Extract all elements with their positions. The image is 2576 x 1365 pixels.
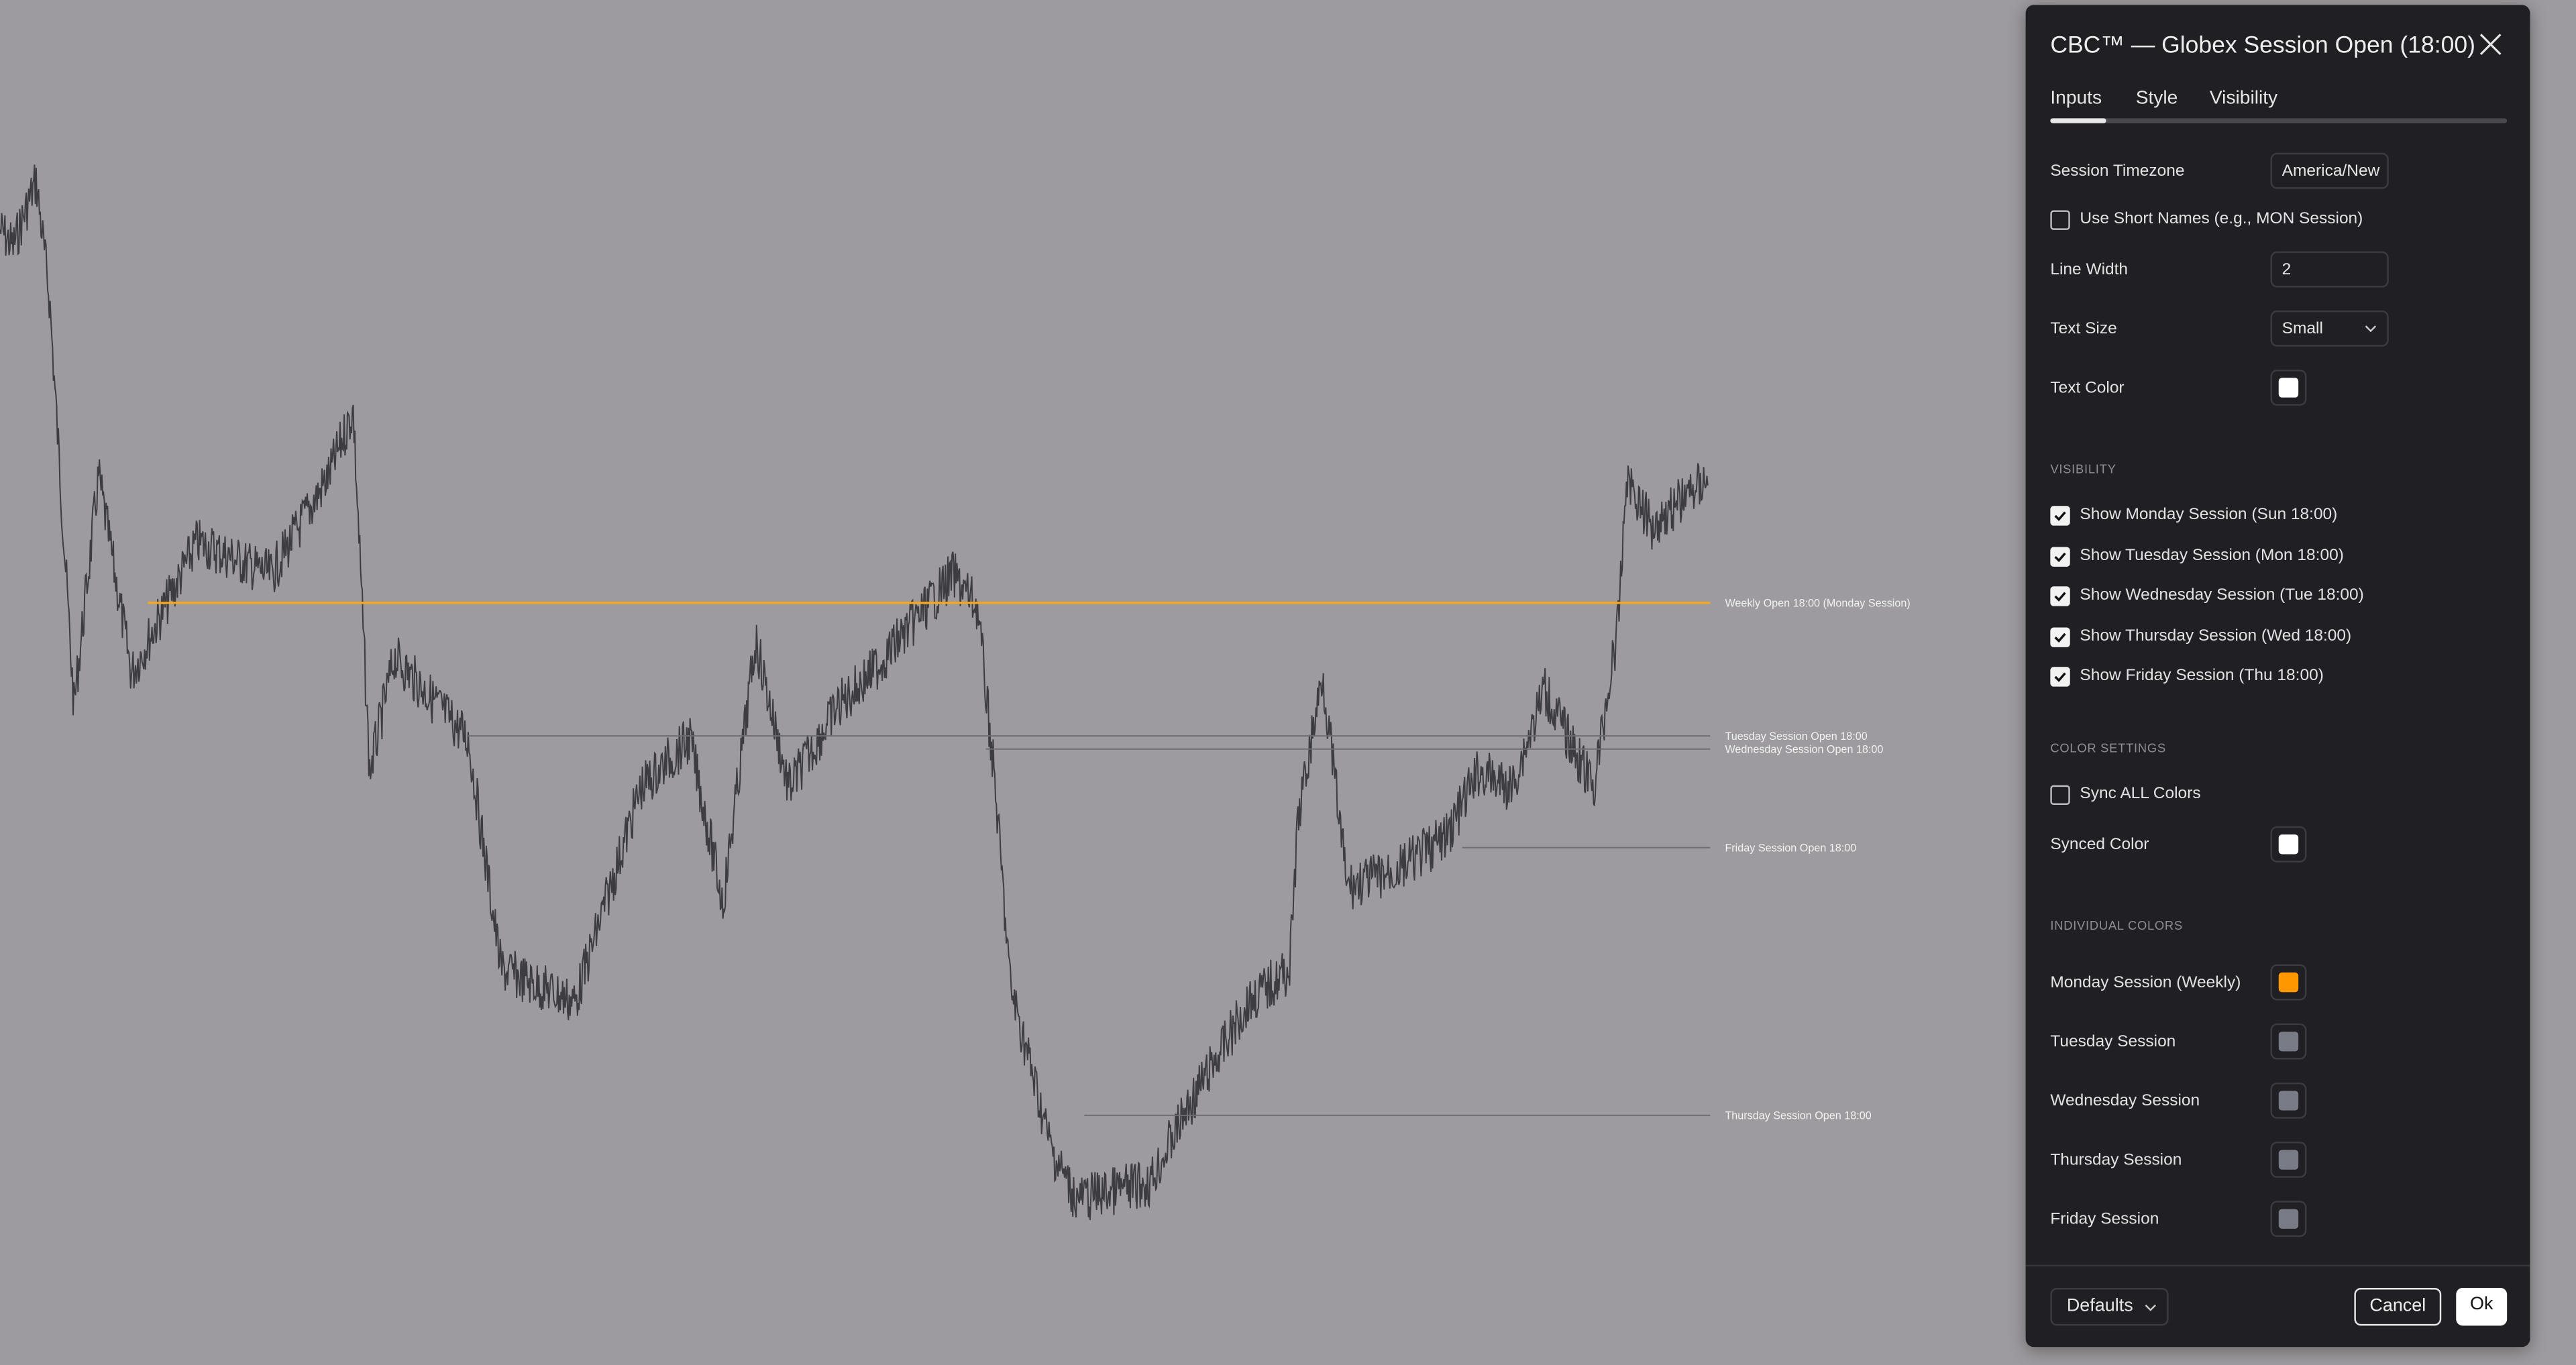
text-size-select[interactable]: Small bbox=[2270, 310, 2389, 347]
session-level-label: Weekly Open 18:00 (Monday Session) bbox=[1725, 597, 1910, 609]
footer-divider bbox=[2025, 1264, 2530, 1267]
session-level-label: Tuesday Session Open 18:00 bbox=[1725, 730, 1867, 743]
session-color-swatch[interactable] bbox=[2270, 1142, 2307, 1178]
short-names-checkbox[interactable] bbox=[2050, 210, 2070, 230]
timezone-input[interactable]: America/New bbox=[2270, 152, 2389, 189]
text-color-swatch[interactable] bbox=[2270, 370, 2307, 406]
show-session-label[interactable]: Show Monday Session (Sun 18:00) bbox=[2080, 506, 2338, 525]
sync-colors-label[interactable]: Sync ALL Colors bbox=[2080, 785, 2201, 804]
session-color-swatch[interactable] bbox=[2270, 1082, 2307, 1119]
timezone-label: Session Timezone bbox=[2050, 162, 2185, 181]
session-color-label: Monday Session (Weekly) bbox=[2050, 974, 2241, 993]
color-settings-heading: COLOR SETTINGS bbox=[2050, 741, 2166, 756]
session-color-label: Wednesday Session bbox=[2050, 1092, 2200, 1111]
text-color-label: Text Color bbox=[2050, 379, 2125, 398]
dialog-title: CBC™ — Globex Session Open (18:00) bbox=[2050, 32, 2475, 60]
synced-color-swatch[interactable] bbox=[2270, 826, 2307, 863]
show-session-checkbox[interactable] bbox=[2050, 506, 2070, 526]
tab-visibility[interactable]: Visibility bbox=[2209, 89, 2278, 109]
synced-color-label: Synced Color bbox=[2050, 836, 2149, 855]
session-level-label: Wednesday Session Open 18:00 bbox=[1725, 743, 1883, 755]
tab-indicator bbox=[2050, 118, 2508, 123]
short-names-label[interactable]: Use Short Names (e.g., MON Session) bbox=[2080, 210, 2363, 229]
visibility-heading: VISIBILITY bbox=[2050, 461, 2116, 477]
sync-colors-checkbox[interactable] bbox=[2050, 785, 2070, 806]
show-session-checkbox[interactable] bbox=[2050, 586, 2070, 606]
show-session-checkbox[interactable] bbox=[2050, 546, 2070, 566]
price-series bbox=[0, 164, 1709, 1220]
session-color-swatch[interactable] bbox=[2270, 964, 2307, 1001]
session-color-label: Friday Session bbox=[2050, 1210, 2159, 1229]
tab-inputs[interactable]: Inputs bbox=[2050, 89, 2102, 109]
show-session-checkbox[interactable] bbox=[2050, 626, 2070, 647]
check-icon bbox=[2054, 511, 2066, 521]
show-session-label[interactable]: Show Friday Session (Thu 18:00) bbox=[2080, 667, 2324, 686]
show-session-checkbox[interactable] bbox=[2050, 667, 2070, 687]
indicator-settings-dialog: CBC™ — Globex Session Open (18:00) Input… bbox=[2025, 5, 2530, 1348]
defaults-label: Defaults bbox=[2066, 1296, 2133, 1316]
session-color-swatch[interactable] bbox=[2270, 1201, 2307, 1238]
session-level-label: Friday Session Open 18:00 bbox=[1725, 842, 1856, 854]
session-color-label: Thursday Session bbox=[2050, 1151, 2182, 1170]
defaults-select[interactable]: Defaults bbox=[2050, 1288, 2169, 1326]
text-size-value: Small bbox=[2282, 320, 2323, 339]
tab-style[interactable]: Style bbox=[2135, 89, 2178, 109]
check-icon bbox=[2054, 632, 2066, 642]
line-width-input[interactable]: 2 bbox=[2270, 251, 2389, 288]
chevron-down-icon bbox=[2145, 1304, 2156, 1311]
show-session-label[interactable]: Show Thursday Session (Wed 18:00) bbox=[2080, 626, 2352, 645]
ok-button[interactable]: Ok bbox=[2456, 1288, 2508, 1326]
session-level-label: Thursday Session Open 18:00 bbox=[1725, 1110, 1871, 1122]
line-width-label: Line Width bbox=[2050, 261, 2129, 280]
session-color-label: Tuesday Session bbox=[2050, 1033, 2176, 1052]
check-icon bbox=[2054, 551, 2066, 561]
individual-colors-heading: INDIVIDUAL COLORS bbox=[2050, 918, 2183, 934]
check-icon bbox=[2054, 672, 2066, 682]
show-session-label[interactable]: Show Wednesday Session (Tue 18:00) bbox=[2080, 586, 2364, 605]
session-color-swatch[interactable] bbox=[2270, 1023, 2307, 1060]
show-session-label[interactable]: Show Tuesday Session (Mon 18:00) bbox=[2080, 546, 2344, 565]
cancel-button[interactable]: Cancel bbox=[2354, 1288, 2442, 1326]
check-icon bbox=[2054, 592, 2066, 602]
chevron-down-icon bbox=[2365, 325, 2377, 333]
close-icon[interactable] bbox=[2477, 32, 2504, 58]
text-size-label: Text Size bbox=[2050, 320, 2117, 339]
